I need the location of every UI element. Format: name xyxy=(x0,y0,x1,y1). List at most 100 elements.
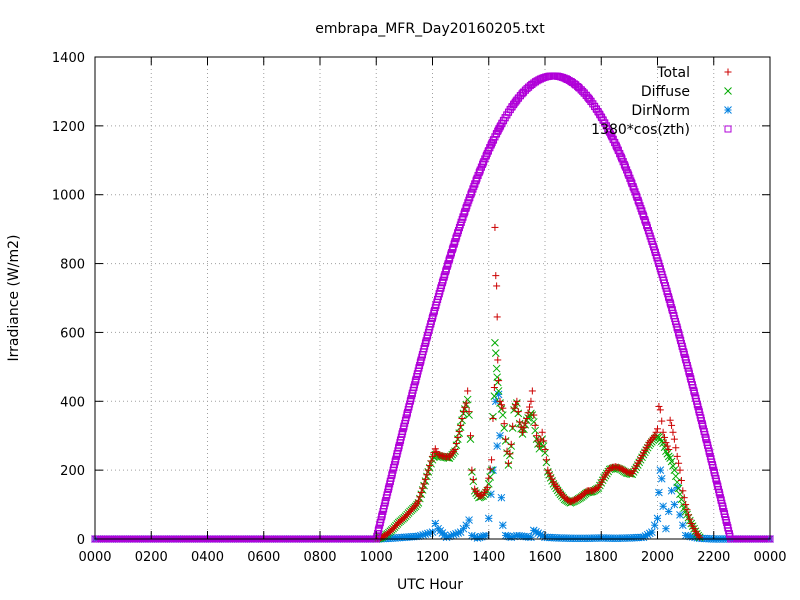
data-point xyxy=(520,424,528,432)
data-point xyxy=(673,452,681,460)
data-point xyxy=(547,472,555,480)
data-point xyxy=(509,422,517,430)
data-point xyxy=(423,471,431,479)
data-point xyxy=(683,506,691,514)
data-point xyxy=(510,404,518,412)
data-point xyxy=(492,272,500,280)
data-point xyxy=(514,408,522,416)
data-point xyxy=(493,378,502,387)
data-point xyxy=(504,459,512,467)
data-point xyxy=(668,421,676,429)
data-point xyxy=(624,170,632,178)
data-point xyxy=(682,501,690,509)
data-point xyxy=(414,497,422,505)
data-point xyxy=(491,338,499,347)
legend-label: Diffuse xyxy=(641,84,690,100)
data-point xyxy=(454,433,462,441)
data-point xyxy=(499,404,507,412)
data-point xyxy=(496,397,504,405)
data-point xyxy=(484,480,493,488)
data-point xyxy=(429,452,436,460)
data-point xyxy=(621,162,629,170)
data-point xyxy=(694,532,702,540)
data-point xyxy=(527,397,535,405)
data-point xyxy=(667,457,676,466)
data-point xyxy=(649,433,657,441)
data-point xyxy=(431,445,439,453)
data-point xyxy=(491,349,500,357)
x-axis-label: UTC Hour xyxy=(397,577,463,593)
data-point xyxy=(493,313,501,321)
y-tick-label: 800 xyxy=(60,258,85,273)
data-point xyxy=(419,484,427,492)
data-point xyxy=(452,439,460,447)
data-point xyxy=(467,189,475,197)
data-point xyxy=(531,421,539,429)
data-point xyxy=(675,459,683,467)
legend-label: Total xyxy=(656,65,690,81)
data-point xyxy=(678,521,687,530)
data-point xyxy=(410,503,418,511)
data-point xyxy=(680,494,688,502)
data-point xyxy=(535,442,543,450)
data-point xyxy=(670,435,678,443)
data-point xyxy=(493,442,502,450)
data-point xyxy=(684,511,692,519)
data-point xyxy=(500,424,509,432)
x-tick-label: 0600 xyxy=(247,550,280,565)
data-point xyxy=(659,428,667,436)
data-point xyxy=(495,377,503,385)
data-point xyxy=(465,516,473,524)
data-point xyxy=(542,456,550,464)
x-tick-label: 0800 xyxy=(303,550,336,565)
x-tick-label: 1000 xyxy=(360,550,393,565)
y-tick-label: 1400 xyxy=(52,51,85,66)
data-point xyxy=(506,450,514,458)
data-point xyxy=(656,466,665,474)
data-point xyxy=(455,427,463,435)
data-point xyxy=(516,418,524,426)
data-point xyxy=(665,445,673,453)
data-point xyxy=(491,223,499,231)
data-point xyxy=(476,167,484,175)
x-tick-label: 1800 xyxy=(585,550,618,565)
data-point xyxy=(502,435,510,443)
data-point xyxy=(464,387,472,395)
data-point xyxy=(686,515,694,523)
x-tick-label: 1200 xyxy=(416,550,449,565)
grid-lines xyxy=(95,57,770,539)
data-point xyxy=(497,401,505,409)
data-point xyxy=(677,476,685,484)
data-point xyxy=(461,403,469,411)
x-tick-label: 2000 xyxy=(641,550,674,565)
data-point xyxy=(497,493,506,502)
data-point xyxy=(494,387,503,395)
data-point xyxy=(651,432,659,440)
data-point xyxy=(545,469,553,477)
data-point xyxy=(479,159,487,167)
data-point xyxy=(544,466,552,474)
data-point xyxy=(498,521,507,530)
data-point xyxy=(458,415,466,422)
data-point xyxy=(486,473,495,481)
data-point xyxy=(524,409,532,417)
data-point xyxy=(488,456,496,464)
y-tick-label: 600 xyxy=(60,326,85,341)
data-point xyxy=(531,426,540,435)
data-point xyxy=(618,154,625,162)
data-point xyxy=(658,417,666,425)
data-point xyxy=(612,142,620,150)
y-tick-label: 0 xyxy=(77,533,85,548)
x-tick-label: 0200 xyxy=(135,550,168,565)
data-point xyxy=(672,444,680,452)
data-point xyxy=(469,476,477,484)
data-point xyxy=(541,445,549,453)
x-tick-label: 0000 xyxy=(753,550,786,565)
data-point xyxy=(655,488,663,497)
data-point xyxy=(656,406,664,414)
data-point xyxy=(451,445,459,453)
legend-label: 1380*cos(zth) xyxy=(591,122,690,138)
data-point xyxy=(492,364,501,373)
data-point xyxy=(529,418,538,426)
